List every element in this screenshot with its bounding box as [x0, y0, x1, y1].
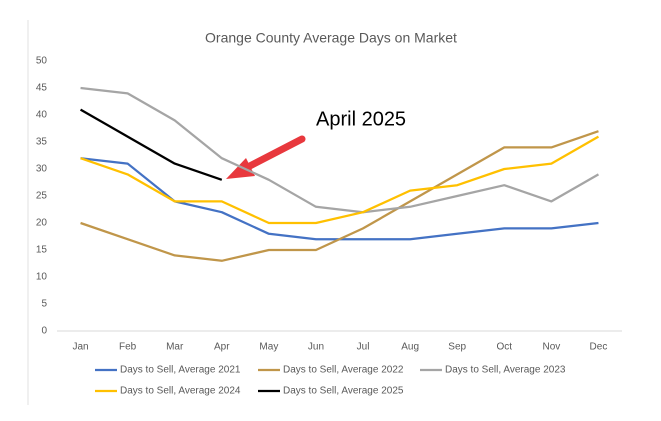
arrow-head [226, 158, 255, 179]
y-tick-label: 10 [36, 272, 48, 283]
legend-label: Days to Sell, Average 2023 [445, 365, 566, 376]
x-tick-label: Jul [357, 342, 370, 353]
series-line [80, 157, 599, 241]
x-tick-label: Apr [214, 342, 230, 353]
x-tick-label: Jan [72, 342, 88, 353]
chart-title: Orange County Average Days on Market [205, 30, 457, 46]
x-tick-label: Sep [448, 342, 466, 353]
y-tick-label: 35 [36, 137, 48, 148]
x-tick-label: Dec [590, 342, 608, 353]
annotation: April 2025 [316, 108, 406, 130]
arrow-shaft [238, 135, 306, 174]
x-tick-label: Mar [166, 342, 184, 353]
legend-label: Days to Sell, Average 2024 [120, 386, 241, 397]
y-tick-label: 45 [36, 83, 48, 94]
x-tick-label: May [259, 342, 278, 353]
y-tick-label: 30 [36, 164, 48, 175]
y-tick-label: 15 [36, 245, 48, 256]
x-tick-label: Feb [119, 342, 137, 353]
legend-label: Days to Sell, Average 2025 [283, 386, 404, 397]
x-tick-label: Nov [542, 342, 560, 353]
y-tick-label: 50 [36, 56, 48, 67]
x-tick-label: Jun [308, 342, 324, 353]
series-line [80, 135, 600, 225]
y-tick-label: 20 [36, 218, 48, 229]
y-tick-label: 25 [36, 191, 48, 202]
y-tick-label: 40 [36, 110, 48, 121]
series-line [80, 86, 600, 214]
x-tick-label: Oct [497, 342, 513, 353]
y-tick-label: 5 [41, 299, 47, 310]
legend-label: Days to Sell, Average 2021 [120, 365, 241, 376]
series-line [79, 108, 223, 181]
series-line [80, 130, 599, 262]
x-tick-label: Aug [401, 342, 419, 353]
y-tick-label: 0 [41, 326, 47, 337]
legend-label: Days to Sell, Average 2022 [283, 365, 404, 376]
